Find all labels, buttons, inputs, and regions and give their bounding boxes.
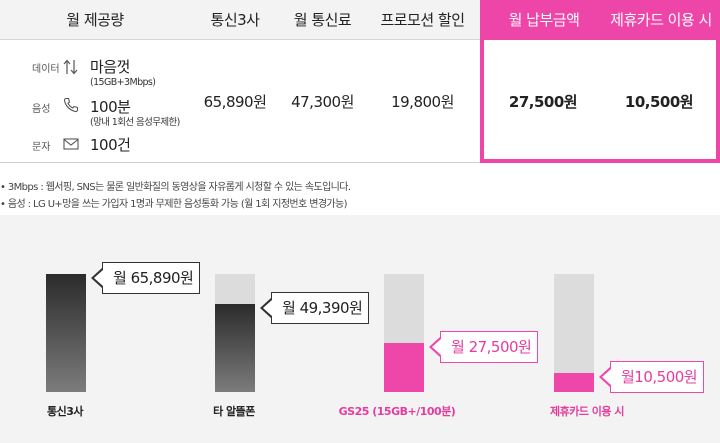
plan-comparison-table: 월 제공량 통신3사 월 통신료 프로모션 할인 데이터 마음껏 (15GB+3… <box>0 0 720 163</box>
bar-track <box>554 274 594 392</box>
bar-2 <box>215 304 255 392</box>
x-tick-label: GS25 (15GB+/100분) <box>338 405 456 418</box>
spec-voice-label: 음성 <box>32 104 51 115</box>
bar-1 <box>46 274 86 392</box>
carrier-price-cell: 65,890원 <box>203 93 267 111</box>
spec-voice-value: 100분 <box>90 98 131 116</box>
spec-sms-label: 문자 <box>32 142 51 153</box>
bar-value-label: 월10,500원 <box>598 361 705 393</box>
partner-card-price-cell: 10,500원 <box>624 93 694 111</box>
bar-4 <box>554 373 594 392</box>
bar-value-label: 월 49,390원 <box>259 292 370 324</box>
monthly-payment-cell: 27,500원 <box>508 93 578 111</box>
spec-data-note: (15GB+3Mbps) <box>90 77 156 88</box>
highlight-header: 월 납부금액 제휴카드 이용 시 <box>484 0 716 40</box>
header-partner-card: 제휴카드 이용 시 <box>610 11 712 29</box>
header-monthly-payment: 월 납부금액 <box>508 11 580 29</box>
header-promo-discount: 프로모션 할인 <box>380 11 465 29</box>
envelope-icon <box>63 138 79 150</box>
spec-voice-note: (망내 1회선 음성무제한) <box>90 117 180 128</box>
header-monthly-offer: 월 제공량 <box>66 11 124 29</box>
note-voice: • 음성 : LG U+망을 쓰는 가입자 1명과 무제한 음성통화 가능 (월… <box>0 199 348 210</box>
bar-3 <box>384 343 424 392</box>
table-body: 데이터 마음껏 (15GB+3Mbps) 음성 100분 (망내 1회선 음성무… <box>0 40 720 163</box>
monthly-fee-cell: 47,300원 <box>291 93 354 111</box>
header-monthly-fee: 월 통신료 <box>293 11 352 29</box>
highlight-box: 월 납부금액 제휴카드 이용 시 <box>480 0 720 163</box>
x-tick-label: 통신3사 <box>46 405 84 418</box>
promo-discount-cell: 19,800원 <box>391 93 454 111</box>
spec-data-value: 마음껏 <box>90 58 130 76</box>
up-down-arrows-icon <box>63 59 78 75</box>
x-tick-label: 제휴카드 이용 시 <box>550 405 625 418</box>
bar-value-label: 월 65,890원 <box>90 262 201 294</box>
bar-value-label: 월 27,500원 <box>428 331 539 363</box>
x-tick-label: 타 알뜰폰 <box>213 405 255 418</box>
phone-icon <box>63 97 79 113</box>
spec-sms-value: 100건 <box>90 136 131 154</box>
price-comparison-chart <box>0 215 720 443</box>
note-3mbps: • 3Mbps : 웹서핑, SNS는 물론 일반화질의 동영상을 자유롭게 시… <box>0 182 351 193</box>
header-carriers: 통신3사 <box>210 11 260 29</box>
spec-data-label: 데이터 <box>32 64 60 75</box>
